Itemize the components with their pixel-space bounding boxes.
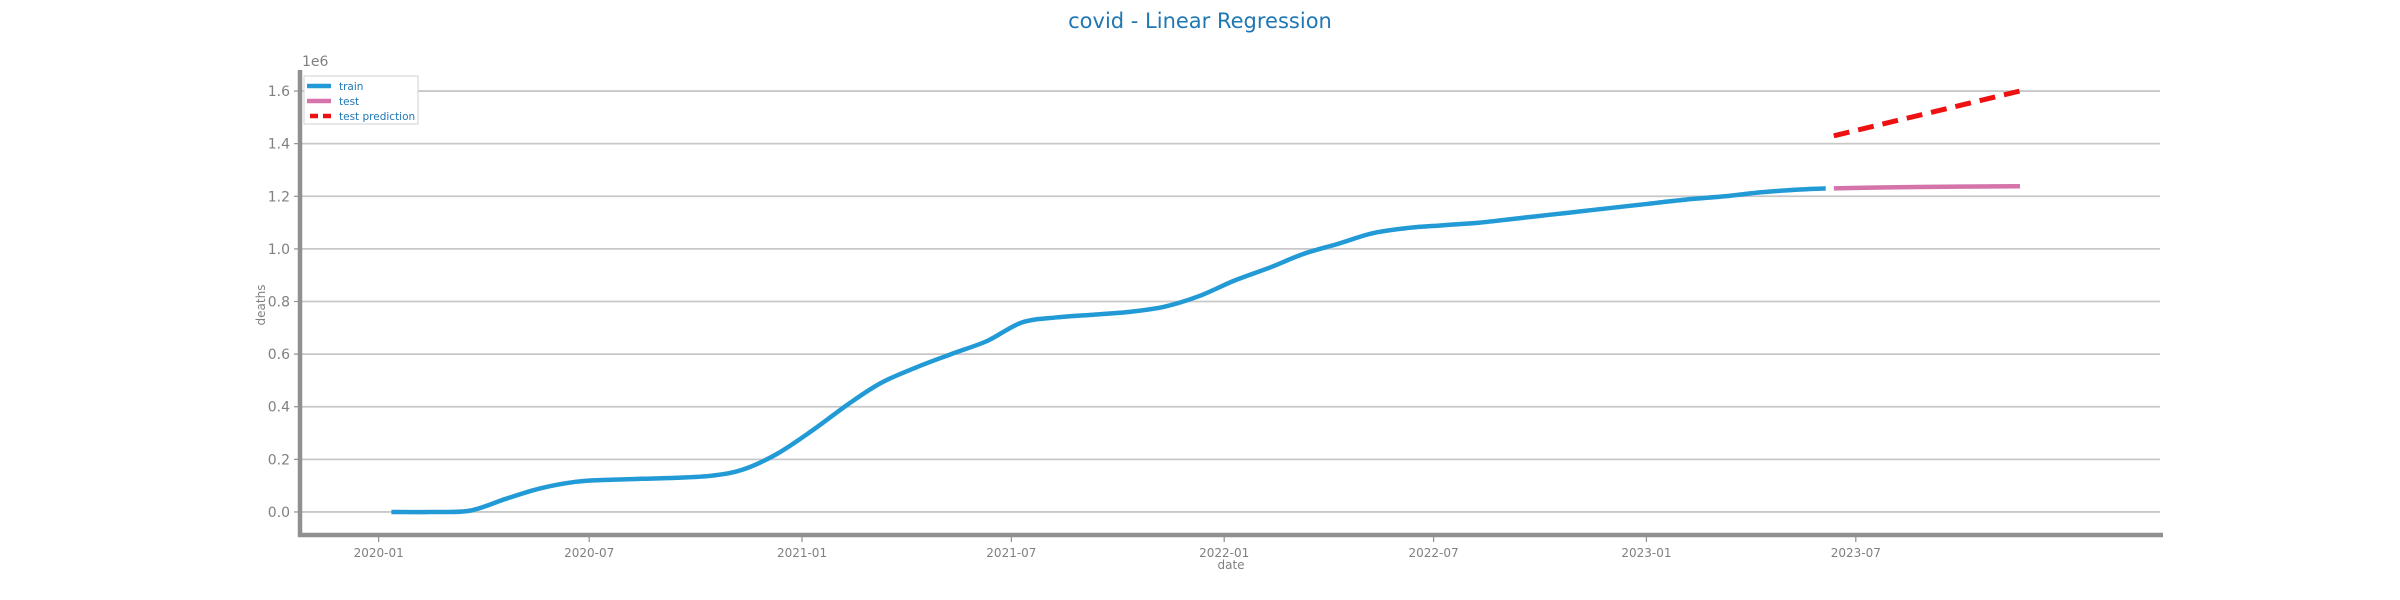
x-tick-label: 2023-01	[1621, 546, 1671, 560]
y-tick-label: 0.4	[268, 400, 290, 416]
axes	[297, 70, 2163, 538]
legend-label-test-prediction: test prediction	[339, 111, 415, 123]
x-tick-label: 2020-07	[564, 546, 614, 560]
series-line-train	[391, 186, 1826, 515]
series-lines	[391, 88, 2021, 515]
y-tick-label: 0.2	[268, 452, 290, 468]
x-tick-label: 2021-07	[986, 546, 1036, 560]
y-tick-label: 1.6	[268, 84, 290, 100]
grid-lines	[300, 90, 2160, 513]
x-tick-label: 2022-07	[1409, 546, 1459, 560]
y-tick-label: 1.2	[268, 189, 290, 205]
x-tick-label: 2023-07	[1831, 546, 1881, 560]
series-line-test-prediction	[1833, 88, 2021, 139]
legend: train test test prediction	[303, 75, 419, 125]
chart-title: covid - Linear Regression	[1068, 9, 1332, 33]
legend-label-test: test	[339, 96, 359, 108]
x-tick-label: 2020-01	[354, 546, 404, 560]
y-tick-label: 1.4	[268, 137, 290, 153]
y-offset-label: 1e6	[302, 54, 329, 70]
y-tick-label: 0.0	[268, 505, 290, 521]
y-tick-label: 1.0	[268, 242, 290, 258]
x-axis-label: date	[1217, 558, 1244, 572]
series-line-test	[1833, 184, 2021, 191]
axis-ticks: 0.0 0.2 0.4 0.6 0.8 1.0 1.2 1.4 1.6 2020-01 2020-0…	[268, 84, 1881, 560]
legend-label-train: train	[339, 81, 363, 93]
y-tick-label: 0.8	[268, 295, 290, 311]
y-tick-label: 0.6	[268, 347, 290, 363]
x-tick-label: 2021-01	[777, 546, 827, 560]
x-tick-label: 2022-01	[1199, 546, 1249, 560]
y-axis-label: deaths	[254, 285, 268, 326]
